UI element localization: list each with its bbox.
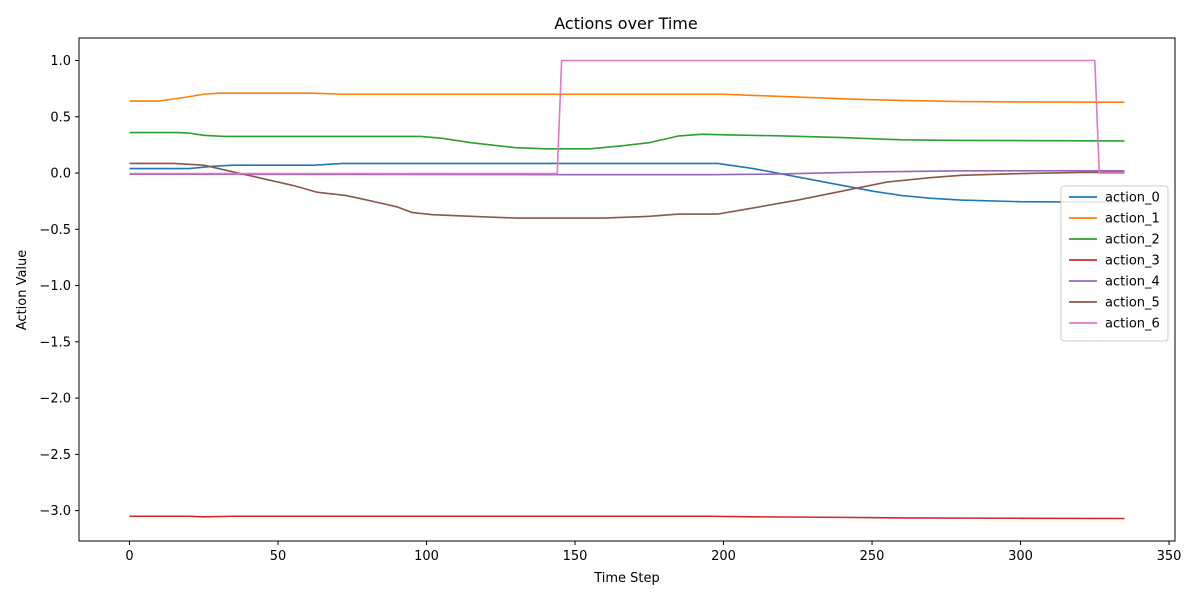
y-tick-label: −2.0 — [39, 392, 71, 407]
series-line-action_3 — [129, 515, 1125, 520]
y-tick-label: −2.5 — [39, 448, 71, 463]
series-line-action_2 — [129, 131, 1125, 150]
x-tick-label: 50 — [270, 549, 287, 564]
legend-label: action_0 — [1105, 191, 1160, 206]
y-tick-label: −0.5 — [39, 223, 71, 238]
x-tick-label: 100 — [414, 549, 439, 564]
series-line-action_6 — [129, 59, 1125, 175]
legend-label: action_6 — [1105, 317, 1160, 332]
series-lines — [129, 59, 1125, 520]
x-axis: 0 50 100 150 200 250 300 350 — [125, 541, 1181, 564]
x-tick-label: 300 — [1008, 549, 1033, 564]
y-tick-label: −3.0 — [39, 504, 71, 519]
legend-label: action_4 — [1105, 275, 1160, 290]
chart-title: Actions over Time — [554, 14, 697, 33]
y-tick-label: 1.0 — [50, 54, 71, 69]
x-axis-label: Time Step — [593, 571, 660, 586]
x-tick-label: 200 — [711, 549, 736, 564]
y-axis: 1.0 0.5 0.0 −0.5 −1.0 −1.5 −2.0 −2.5 −3.0 — [39, 54, 79, 519]
legend-label: action_2 — [1105, 233, 1160, 248]
series-line-action_1 — [129, 92, 1125, 103]
legend-label: action_3 — [1105, 254, 1160, 269]
plot-frame — [78, 37, 1176, 542]
y-tick-label: 0.5 — [50, 110, 71, 125]
legend: action_0 action_1 action_2 action_3 action_4… — [1060, 185, 1169, 342]
y-tick-label: 0.0 — [50, 167, 71, 182]
y-axis-label: Action Value — [15, 250, 30, 331]
y-tick-label: −1.0 — [39, 279, 71, 294]
x-tick-label: 0 — [125, 549, 133, 564]
series-line-action_4 — [129, 169, 1125, 176]
x-tick-label: 250 — [860, 549, 885, 564]
legend-label: action_5 — [1105, 296, 1160, 311]
x-tick-label: 350 — [1157, 549, 1182, 564]
series-line-action_5 — [129, 162, 1125, 219]
legend-label: action_1 — [1105, 212, 1160, 227]
y-tick-label: −1.5 — [39, 335, 71, 350]
x-tick-label: 150 — [563, 549, 588, 564]
